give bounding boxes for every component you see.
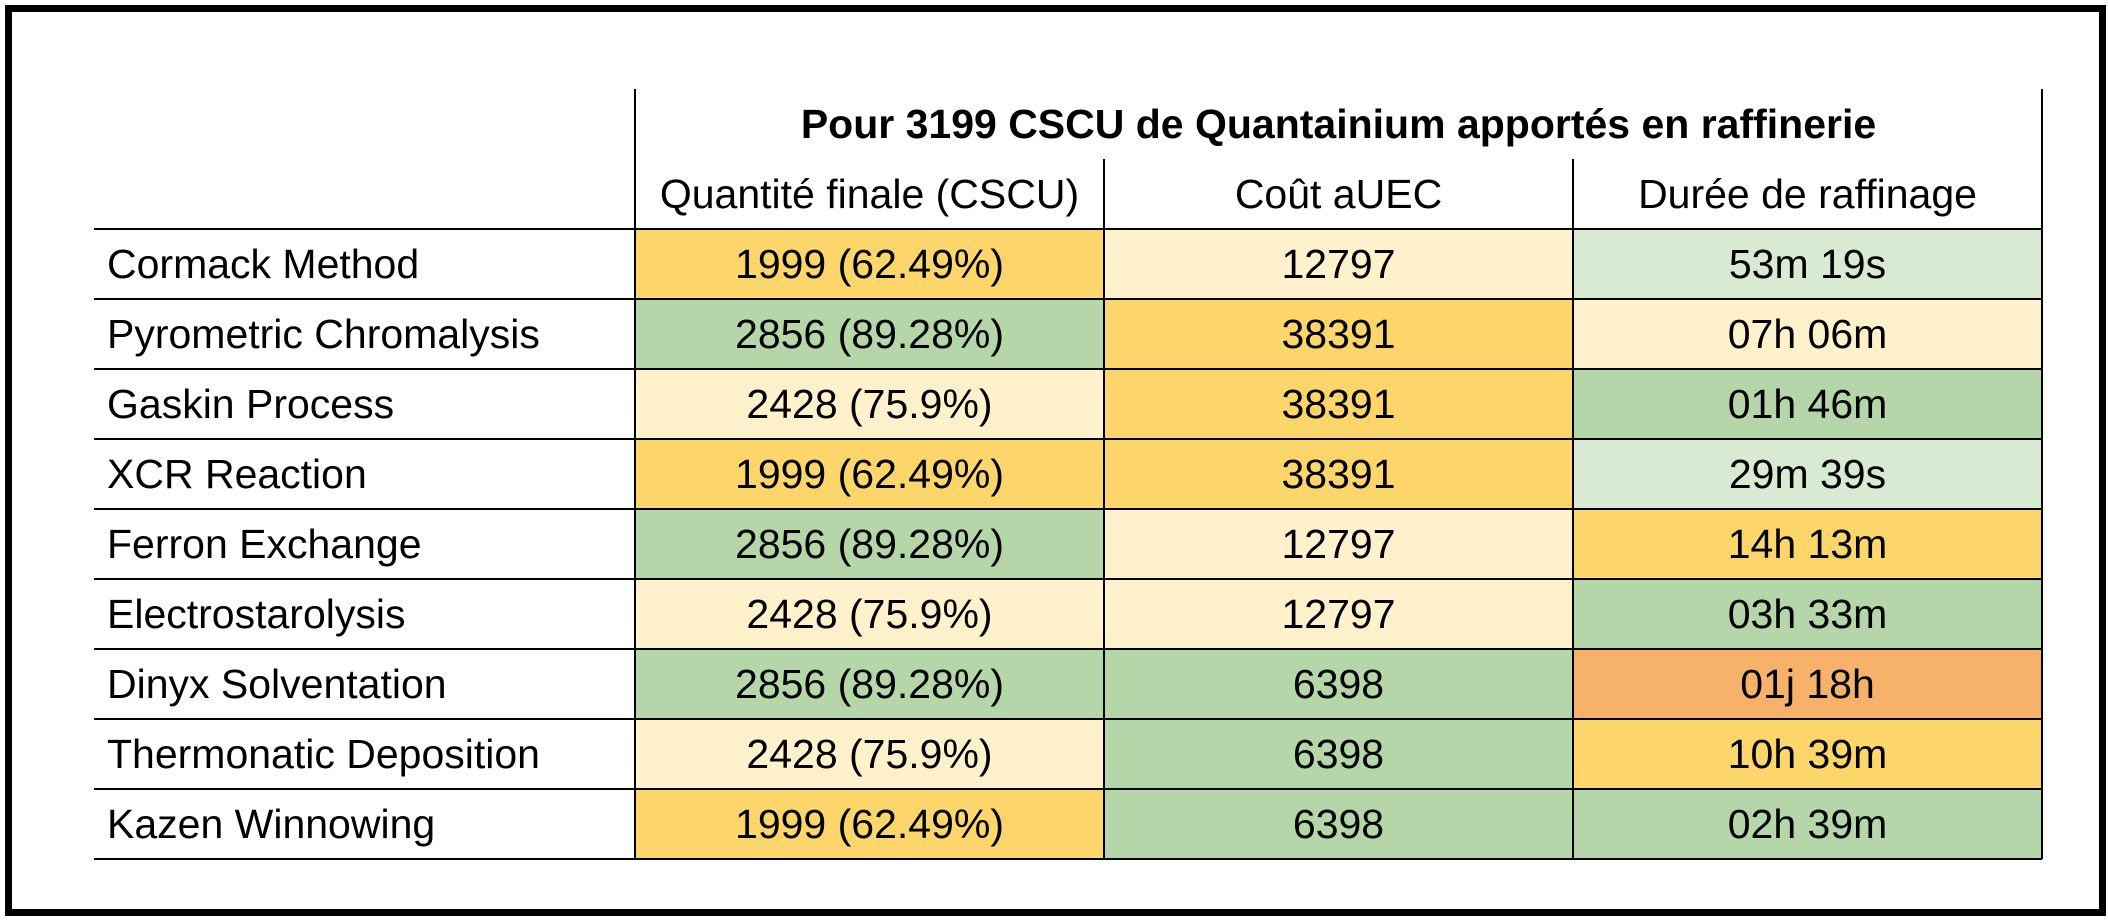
quantity-cell: 2856 (89.28%) [635, 649, 1104, 719]
method-name: Gaskin Process [107, 380, 395, 427]
column-header-quantity: Quantité finale (CSCU) [659, 170, 1080, 217]
quantity-cell: 2428 (75.9%) [635, 719, 1104, 789]
table-title: Pour 3199 CSCU de Quantainium apportés e… [800, 100, 1877, 147]
duration-cell: 03h 33m [1573, 579, 2042, 649]
duration-cell: 53m 19s [1573, 229, 2042, 299]
quantity-cell: 2428 (75.9%) [635, 579, 1104, 649]
grid-line [94, 438, 2042, 440]
grid-line [94, 228, 2042, 230]
method-name: Ferron Exchange [107, 520, 422, 567]
duration-cell: 01h 46m [1573, 369, 2042, 439]
grid-line [1572, 159, 1574, 859]
method-name: Electrostarolysis [107, 590, 406, 637]
grid-line [94, 718, 2042, 720]
grid-line [94, 298, 2042, 300]
cost-cell: 38391 [1104, 439, 1573, 509]
duration-cell: 07h 06m [1573, 299, 2042, 369]
method-name: Pyrometric Chromalysis [107, 310, 540, 357]
quantity-cell: 1999 (62.49%) [635, 229, 1104, 299]
grid-line [94, 578, 2042, 580]
grid-line [94, 858, 2042, 860]
grid-line [94, 508, 2042, 510]
duration-cell: 01j 18h [1573, 649, 2042, 719]
duration-cell: 10h 39m [1573, 719, 2042, 789]
method-name: Dinyx Solventation [107, 660, 447, 707]
method-name: Thermonatic Deposition [107, 730, 540, 777]
grid-line [94, 788, 2042, 790]
cost-cell: 12797 [1104, 509, 1573, 579]
refining-table: Pour 3199 CSCU de Quantainium apportés e… [94, 89, 2043, 860]
cost-cell: 6398 [1104, 649, 1573, 719]
column-header-duration: Durée de raffinage [1638, 170, 1977, 217]
method-name: Cormack Method [107, 240, 420, 287]
image-frame: Pour 3199 CSCU de Quantainium apportés e… [5, 5, 2106, 916]
duration-cell: 29m 39s [1573, 439, 2042, 509]
cost-cell: 12797 [1104, 579, 1573, 649]
cost-cell: 38391 [1104, 369, 1573, 439]
grid-line [94, 368, 2042, 370]
quantity-cell: 2856 (89.28%) [635, 509, 1104, 579]
grid-line [2041, 89, 2043, 859]
quantity-cell: 2428 (75.9%) [635, 369, 1104, 439]
grid-line [1103, 159, 1105, 859]
method-name: XCR Reaction [107, 450, 367, 497]
quantity-cell: 2856 (89.28%) [635, 299, 1104, 369]
cost-cell: 12797 [1104, 229, 1573, 299]
method-name: Kazen Winnowing [107, 800, 436, 847]
cost-cell: 6398 [1104, 789, 1573, 859]
quantity-cell: 1999 (62.49%) [635, 789, 1104, 859]
cost-cell: 38391 [1104, 299, 1573, 369]
grid-line [94, 648, 2042, 650]
duration-cell: 02h 39m [1573, 789, 2042, 859]
column-header-cost: Coût aUEC [1234, 170, 1443, 217]
cost-cell: 6398 [1104, 719, 1573, 789]
grid-line [634, 89, 636, 859]
duration-cell: 14h 13m [1573, 509, 2042, 579]
quantity-cell: 1999 (62.49%) [635, 439, 1104, 509]
